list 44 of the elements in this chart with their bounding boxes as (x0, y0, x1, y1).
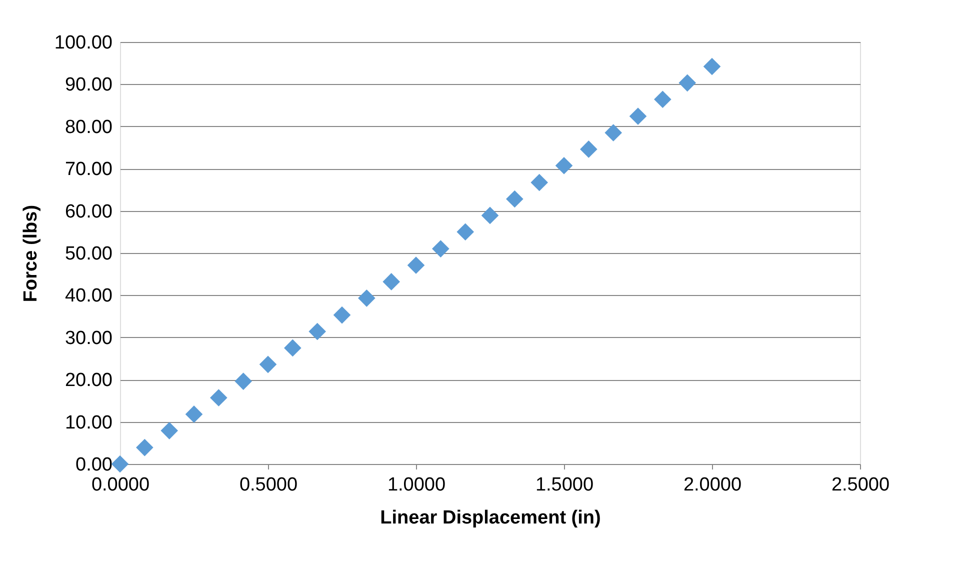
x-tick-label: 1.5000 (535, 474, 594, 496)
point (111, 455, 129, 473)
point (678, 74, 696, 92)
point (333, 306, 351, 324)
x-tick-label: 0.0000 (91, 474, 150, 496)
point (308, 322, 326, 340)
x-tick-label: 0.5000 (239, 474, 298, 496)
point (530, 174, 548, 192)
point (703, 58, 721, 76)
y-tick-label: 10.00 (64, 412, 112, 434)
point (481, 206, 499, 224)
point (506, 190, 524, 208)
point (259, 356, 277, 374)
y-tick-label: 40.00 (64, 286, 112, 307)
y-axis-title: Force (lbs) (20, 204, 42, 302)
point (580, 140, 598, 158)
point (136, 438, 154, 456)
x-tick-label: 1.0000 (387, 474, 446, 496)
point (284, 339, 302, 357)
point (654, 90, 672, 108)
point (358, 289, 376, 307)
point (432, 240, 450, 258)
y-tick-label: 60.00 (64, 201, 112, 222)
point (456, 223, 474, 241)
point (234, 372, 252, 390)
point (407, 256, 425, 274)
y-tick-label: 30.00 (64, 328, 112, 349)
y-tick-label: 20.00 (64, 370, 112, 392)
x-tick-label: 2.0000 (683, 474, 742, 496)
y-tick-label: 100.00 (54, 32, 112, 54)
x-tick-label: 2.5000 (831, 474, 890, 496)
point (160, 422, 178, 440)
point (604, 124, 622, 142)
x-axis-title: Linear Displacement (in) (380, 508, 601, 528)
point (555, 156, 573, 174)
y-tick-label: 80.00 (64, 116, 112, 138)
y-tick-label: 50.00 (64, 244, 112, 264)
point (629, 108, 647, 125)
point (185, 406, 203, 423)
y-tick-label: 90.00 (64, 74, 112, 96)
y-tick-label: 0.00 (76, 454, 112, 476)
point (382, 273, 400, 290)
y-tick-label: 70.00 (64, 159, 112, 180)
point (210, 389, 228, 406)
